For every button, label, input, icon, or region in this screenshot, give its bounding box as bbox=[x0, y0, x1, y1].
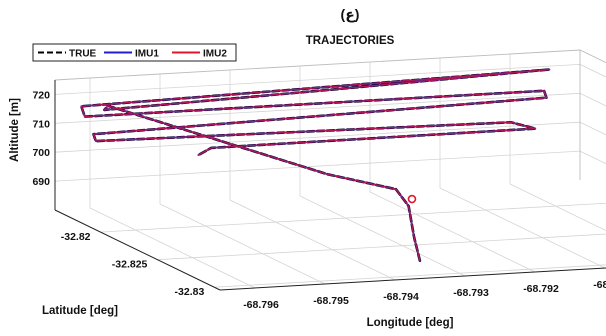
legend: TRUE IMU1 IMU2 bbox=[33, 44, 236, 61]
y-axis-line bbox=[55, 210, 220, 290]
x-tick-label: -68.794 bbox=[383, 291, 419, 303]
z-tick-label: 720 bbox=[32, 89, 50, 101]
series-true-line bbox=[81, 70, 549, 261]
z-tick-label: 710 bbox=[32, 118, 50, 130]
y-tick-label: -32.83 bbox=[175, 286, 205, 298]
x-tick-label: -68.795 bbox=[313, 295, 349, 307]
z-tick-label: 690 bbox=[32, 176, 50, 188]
chart-title: TRAJECTORIES bbox=[306, 35, 395, 47]
legend-label-imu1: IMU1 bbox=[135, 49, 159, 60]
start-marker bbox=[408, 196, 415, 203]
y-gridline bbox=[214, 127, 606, 287]
y-axis-title: Latitude [deg] bbox=[42, 305, 118, 317]
legend-label-imu2: IMU2 bbox=[203, 49, 227, 60]
tick-labels: -68.796 -68.795 -68.794 -68.793 -68.792 -68.7… bbox=[32, 89, 606, 311]
z-tick-label: 700 bbox=[32, 147, 50, 159]
series-imu1-line bbox=[81, 70, 549, 261]
z-axis-title: Altitude [m] bbox=[9, 98, 21, 162]
y-tick-label: -32.82 bbox=[61, 231, 91, 243]
x-tick-label: -68.791 bbox=[593, 279, 606, 291]
legend-label-true: TRUE bbox=[69, 49, 97, 60]
x-tick-label: -68.796 bbox=[243, 299, 279, 311]
x-gridline bbox=[510, 54, 606, 264]
series-group bbox=[81, 70, 549, 261]
x-tick-label: -68.792 bbox=[523, 283, 559, 295]
series-imu2-line bbox=[81, 70, 549, 261]
x-tick-label: -68.793 bbox=[453, 287, 489, 299]
y-tick-label: -32.825 bbox=[112, 259, 148, 271]
z-gridline bbox=[55, 64, 606, 144]
z-gridline bbox=[55, 93, 606, 173]
panel-label: (ع) bbox=[341, 6, 360, 22]
x-axis-title: Longitude [deg] bbox=[367, 317, 454, 329]
